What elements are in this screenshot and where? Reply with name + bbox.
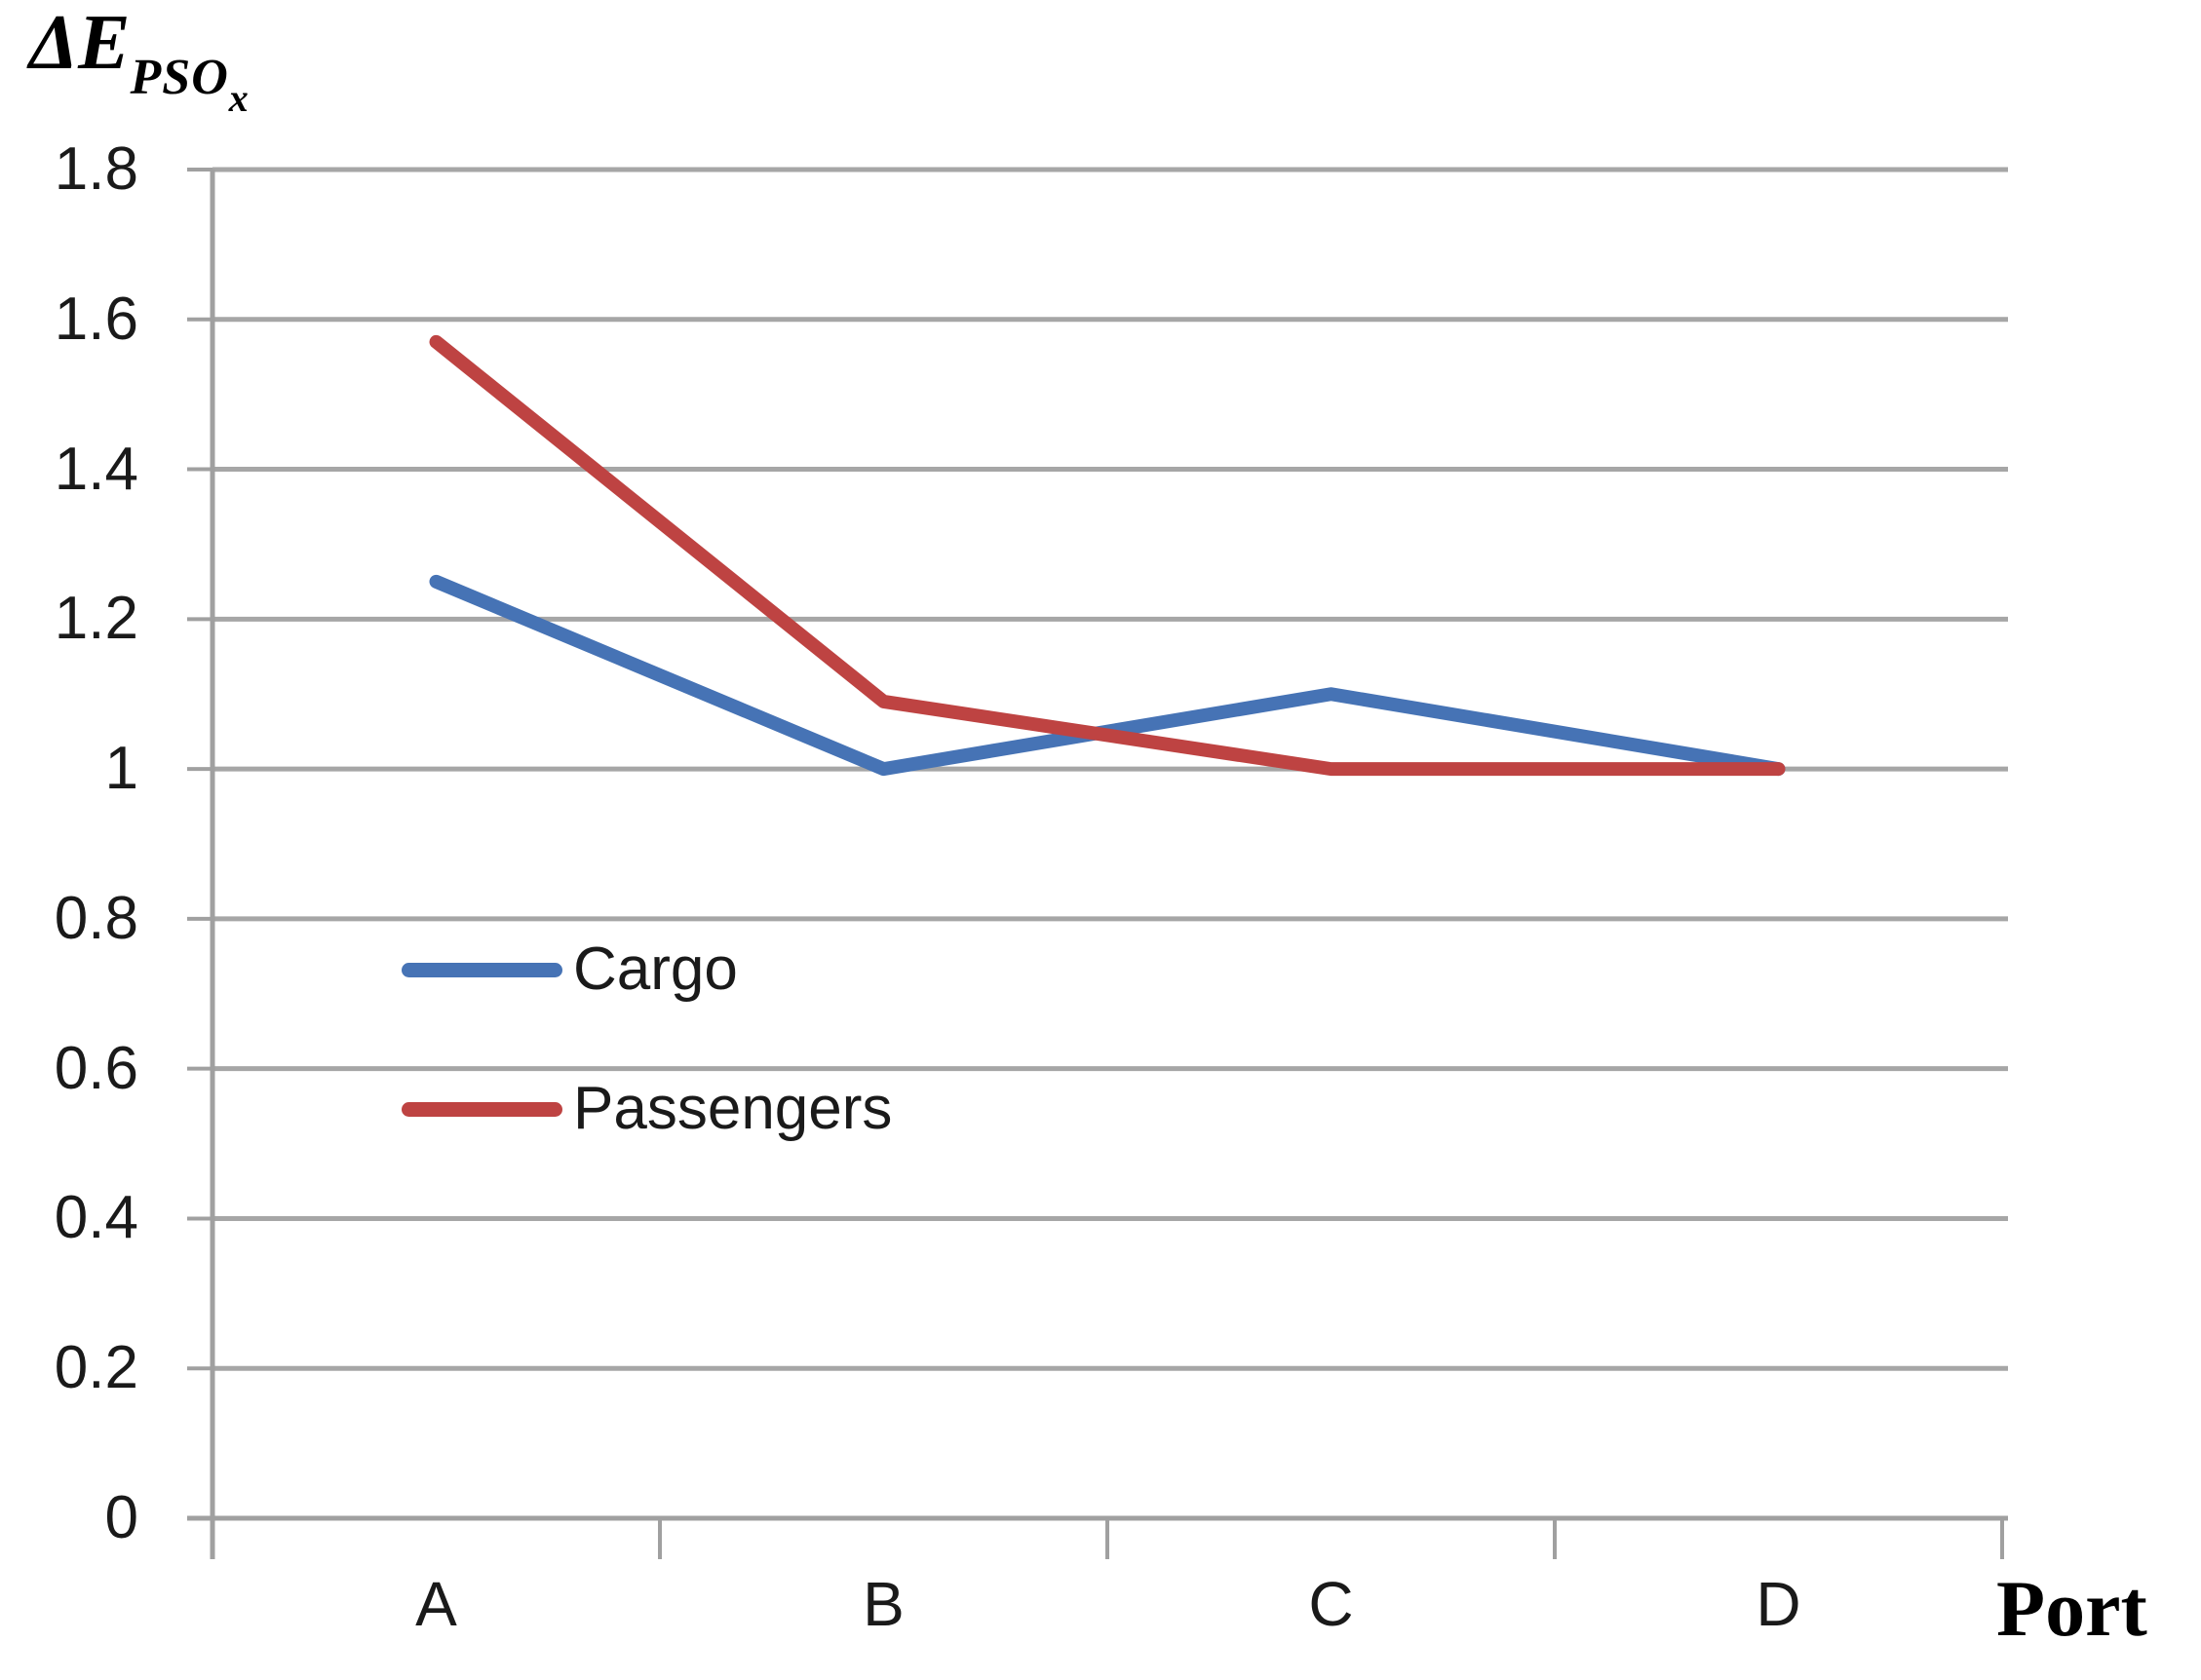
- y-tick-label: 0.8: [54, 884, 138, 952]
- chart-title-subscript: PSO: [130, 50, 229, 105]
- y-tick-label: 1.8: [54, 135, 138, 203]
- y-tick-label: 1.4: [54, 435, 138, 503]
- chart-title-main: ΔE: [29, 0, 131, 86]
- legend-swatch-cargo: [402, 963, 562, 977]
- x-tick-label: D: [1756, 1569, 1801, 1639]
- y-tick-label: 1.6: [54, 285, 138, 353]
- y-tick-label: 1: [104, 735, 138, 803]
- y-tick-label: 0.6: [54, 1034, 138, 1102]
- y-tick-label: 0.4: [54, 1184, 138, 1252]
- y-tick-label: 0: [104, 1484, 138, 1551]
- x-tick-label: A: [415, 1569, 457, 1639]
- legend-label-passengers: Passengers: [573, 1075, 893, 1142]
- chart-title: ΔEPSOx: [29, 4, 249, 118]
- series-line-passengers: [429, 334, 1786, 777]
- y-tick-label: 0.2: [54, 1334, 138, 1402]
- legend-swatch-passengers: [402, 1102, 562, 1117]
- legend-label-cargo: Cargo: [573, 935, 738, 1003]
- y-tick-label: 1.2: [54, 585, 138, 653]
- x-tick-label: B: [863, 1569, 905, 1639]
- x-tick-label: C: [1308, 1569, 1354, 1639]
- chart-title-subsubscript: x: [228, 76, 249, 120]
- x-axis-title: Port: [1996, 1564, 2147, 1653]
